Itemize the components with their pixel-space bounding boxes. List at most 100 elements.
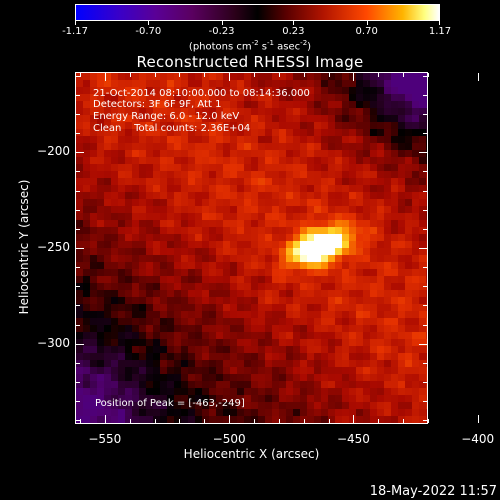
heatmap-cell [209,304,217,312]
heatmap-cell [314,381,322,389]
heatmap-cell [412,122,420,130]
heatmap-cell [125,290,133,298]
heatmap-cell [118,80,126,88]
heatmap-cell [76,416,84,423]
heatmap-cell [174,416,182,423]
heatmap-cell [349,360,357,368]
heatmap-cell [321,115,329,123]
y-minor-tick [423,228,427,230]
heatmap-cell [237,269,245,277]
heatmap-cell [167,416,175,423]
heatmap-cell [76,248,84,256]
heatmap-cell [419,409,427,417]
heatmap-cell [160,143,168,151]
heatmap-cell [293,318,301,326]
heatmap-cell [97,136,105,144]
heatmap-cell [328,304,336,312]
heatmap-cell [139,367,147,375]
heatmap-cell [209,206,217,214]
heatmap-cell [90,227,98,235]
heatmap-cell [181,318,189,326]
heatmap-cell [188,171,196,179]
heatmap-cell [391,157,399,165]
heatmap-cell [293,122,301,130]
heatmap-cell [265,311,273,319]
heatmap-cell [167,248,175,256]
heatmap-cell [195,283,203,291]
heatmap-cell [398,304,406,312]
heatmap-cell [398,283,406,291]
heatmap-cell [356,311,364,319]
heatmap-cell [412,276,420,284]
heatmap-cell [97,80,105,88]
heatmap-cell [307,248,315,256]
heatmap-cell [195,164,203,172]
heatmap-cell [300,122,308,130]
heatmap-cell [111,241,119,249]
heatmap-cell [104,262,112,270]
heatmap-cell [377,220,385,228]
heatmap-cell [328,262,336,270]
heatmap-cell [223,339,231,347]
y-minor-tick [423,324,427,326]
heatmap-cell [279,367,287,375]
heatmap-cell [398,150,406,158]
heatmap-cell [419,227,427,235]
heatmap-cell [307,129,315,137]
heatmap-cell [139,199,147,207]
heatmap-cell [195,94,203,102]
heatmap-cell [153,374,161,382]
heatmap-cell [384,402,392,410]
heatmap-cell [286,374,294,382]
heatmap-cell [132,178,140,186]
heatmap-cell [356,234,364,242]
heatmap-cell [321,276,329,284]
heatmap-cell [251,80,259,88]
heatmap-cell [209,178,217,186]
heatmap-cell [349,311,357,319]
heatmap-cell [391,353,399,361]
heatmap-cell [230,241,238,249]
heatmap-cell [258,395,266,403]
heatmap-cell [90,395,98,403]
heatmap-cell [251,290,259,298]
heatmap-cell [363,80,371,88]
heatmap-cell [272,80,280,88]
heatmap-cell [328,171,336,179]
heatmap-cell [160,213,168,221]
y-minor-tick [423,401,427,403]
heatmap-cell [391,346,399,354]
heatmap-cell [384,367,392,375]
heatmap-cell [216,171,224,179]
heatmap-cell [125,220,133,228]
heatmap-cell [188,360,196,368]
heatmap-cell [174,402,182,410]
heatmap-cell [286,409,294,417]
heatmap-cell [377,367,385,375]
heatmap-cell [258,108,266,116]
heatmap-cell [286,108,294,116]
heatmap-cell [111,80,119,88]
heatmap-cell [83,241,91,249]
heatmap-cell [104,101,112,109]
heatmap-cell [251,220,259,228]
heatmap-cell [209,234,217,242]
heatmap-cell [342,290,350,298]
heatmap-cell [356,318,364,326]
heatmap-cell [272,283,280,291]
heatmap-cell [181,206,189,214]
heatmap-cell [405,409,413,417]
heatmap-cell [111,122,119,130]
heatmap-cell [286,185,294,193]
heatmap-cell [125,206,133,214]
heatmap-cell [265,346,273,354]
heatmap-cell [83,129,91,137]
heatmap-cell [146,318,154,326]
heatmap-cell [132,367,140,375]
heatmap-cell [370,311,378,319]
heatmap-cell [419,283,427,291]
heatmap-cell [356,108,364,116]
y-axis-label: Heliocentric Y (arcsec) [17,179,31,315]
heatmap-cell [139,157,147,165]
heatmap-cell [146,178,154,186]
